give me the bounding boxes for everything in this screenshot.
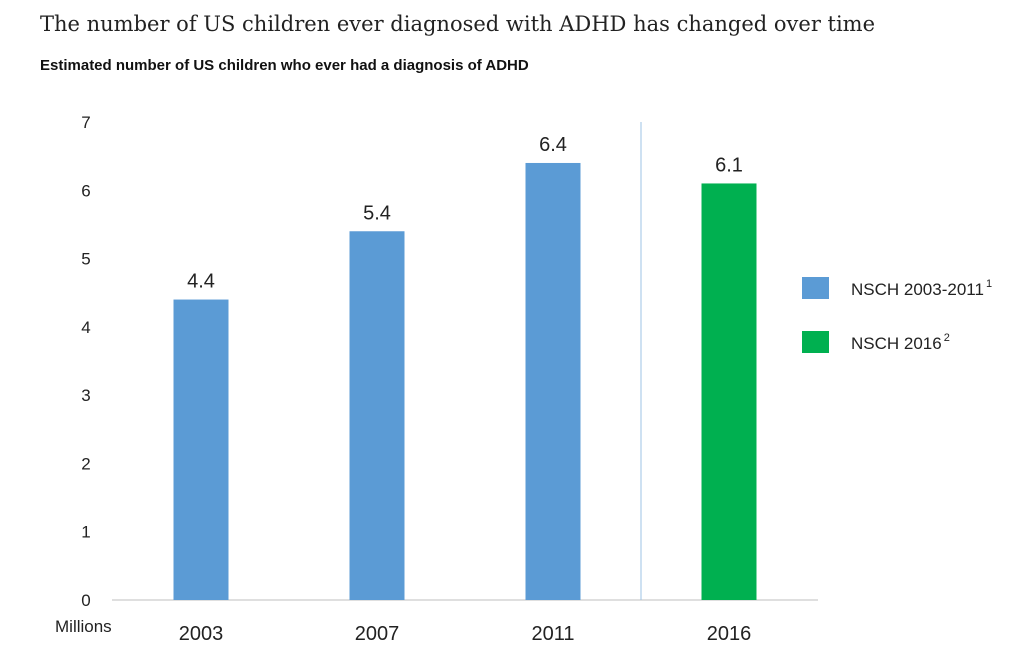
y-tick-label: 0: [81, 591, 90, 610]
bar-2011: [525, 162, 581, 600]
legend-swatch: [802, 277, 829, 299]
legend-label-text: NSCH 2003-2011: [851, 280, 984, 299]
legend-label: NSCH 2016 2: [851, 332, 950, 353]
legend-label: NSCH 2003-2011 1: [851, 278, 992, 299]
x-category-label: 2003: [179, 623, 224, 645]
data-label: 4.4: [187, 271, 215, 293]
legend: NSCH 2003-2011 1 NSCH 2016 2: [802, 277, 992, 353]
data-label: 5.4: [363, 202, 391, 224]
y-tick-label: 6: [81, 181, 90, 200]
chart-subtitle: Estimated number of US children who ever…: [40, 57, 529, 74]
data-label: 6.1: [715, 154, 743, 176]
data-labels: 4.4 5.4 6.4 6.1: [187, 134, 743, 293]
x-category-label: 2011: [531, 623, 574, 645]
legend-footnote-marker: 1: [986, 278, 992, 290]
bars: [173, 162, 757, 600]
y-axis-unit-label: Millions: [55, 617, 112, 636]
data-label: 6.4: [539, 134, 567, 156]
y-tick-label: 3: [81, 386, 90, 405]
bar-2003: [173, 299, 229, 600]
bar-2016: [701, 183, 757, 600]
y-tick-label: 1: [81, 523, 90, 542]
category-labels: 2003 2007 2011 2016: [179, 623, 752, 645]
legend-swatch: [802, 331, 829, 353]
y-tick-label: 5: [81, 250, 90, 269]
bar-2007: [349, 231, 405, 600]
chart-title: The number of US children ever diagnosed…: [40, 12, 876, 36]
x-category-label: 2007: [355, 623, 400, 645]
legend-footnote-marker: 2: [944, 332, 950, 344]
y-tick-label: 7: [81, 113, 90, 132]
y-axis-ticks: 0 1 2 3 4 5 6 7: [81, 113, 90, 610]
y-tick-label: 2: [81, 454, 90, 473]
y-tick-label: 4: [81, 318, 90, 337]
legend-label-text: NSCH 2016: [851, 334, 942, 353]
x-category-label: 2016: [707, 623, 752, 645]
